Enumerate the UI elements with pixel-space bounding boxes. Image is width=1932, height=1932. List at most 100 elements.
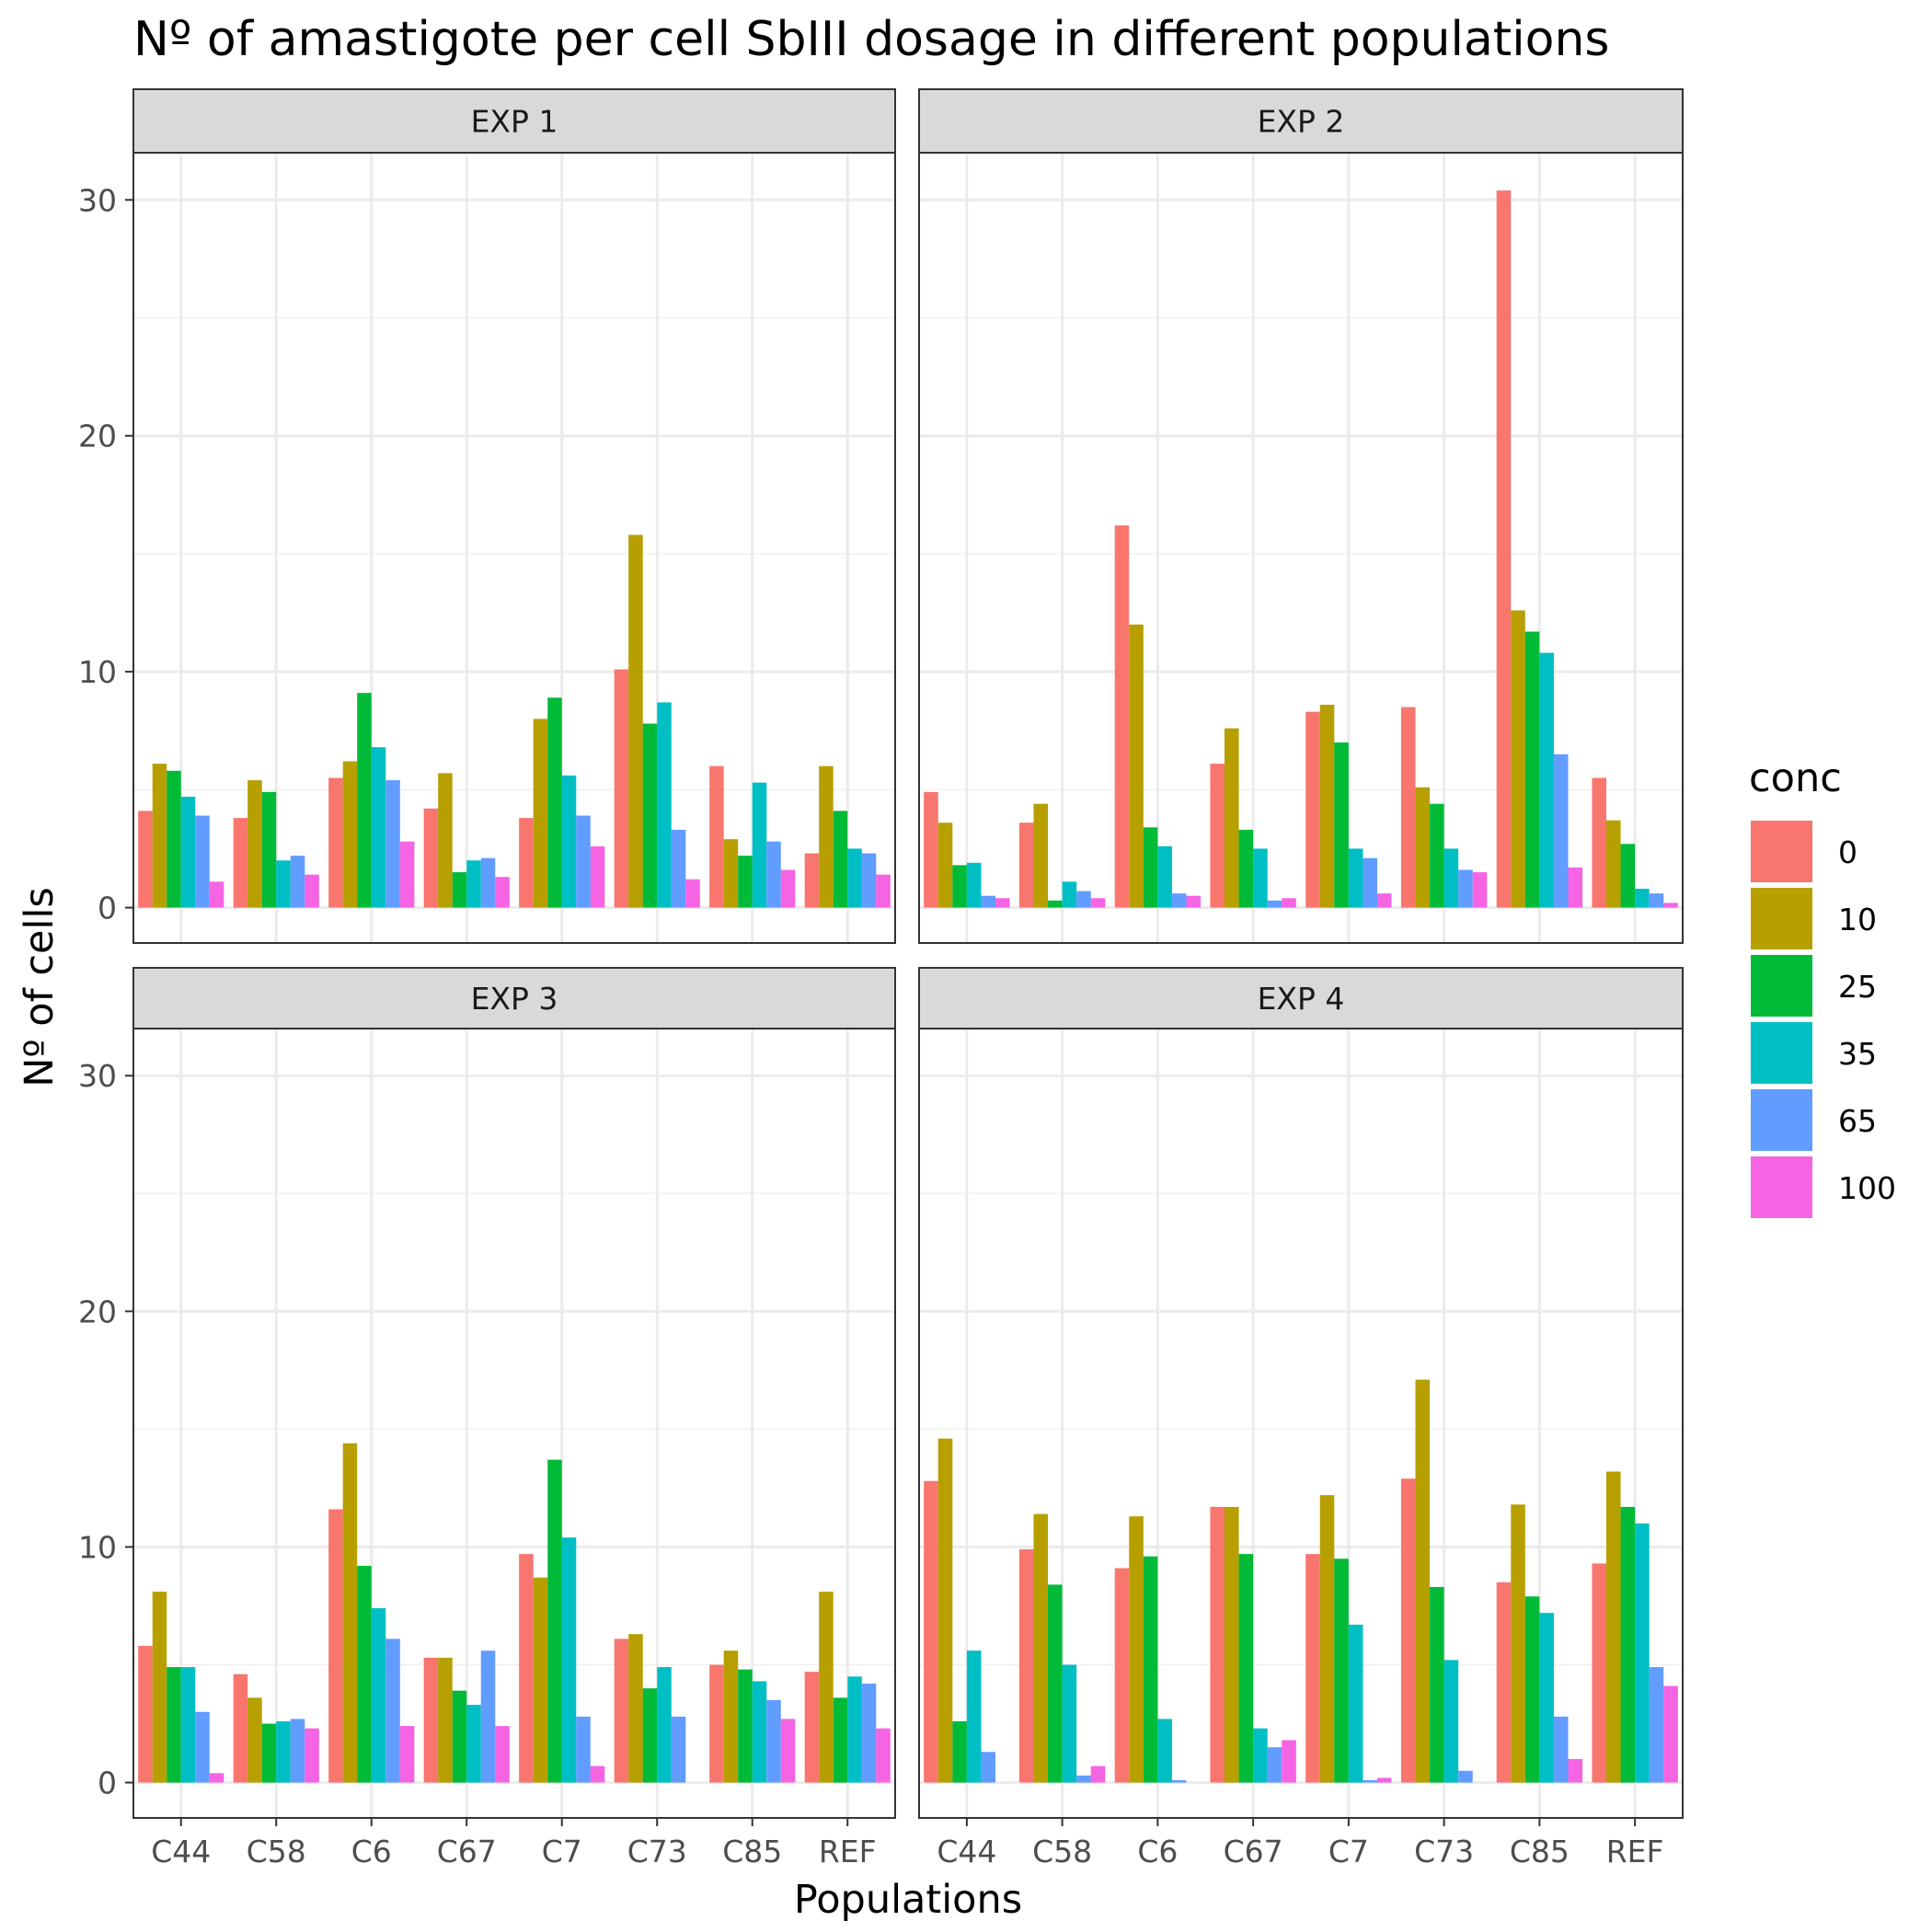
x-tick-label: C67 (1224, 1834, 1283, 1869)
bar-ref-conc-100 (1663, 903, 1678, 908)
bar-c6-conc-65 (1171, 893, 1187, 908)
x-tick-label: C6 (351, 1834, 392, 1869)
legend-label-100: 100 (1838, 1170, 1896, 1206)
x-tick-label: C7 (542, 1834, 582, 1869)
bar-ref-conc-25 (1620, 1506, 1636, 1783)
x-tick-label: C73 (627, 1834, 687, 1869)
bar-c7-conc-100 (1377, 1777, 1392, 1783)
facet-strip (918, 88, 1684, 154)
bar-c7-conc-25 (1334, 742, 1349, 908)
bar-c73-conc-100 (1472, 872, 1488, 908)
bar-c85-conc-0 (709, 1664, 724, 1783)
bar-c44-conc-35 (180, 1667, 196, 1783)
bar-c7-conc-25 (547, 1459, 562, 1783)
facet-strip (132, 88, 896, 154)
bar-c67-conc-65 (480, 1650, 496, 1783)
bar-c7-conc-0 (1305, 1554, 1320, 1783)
bar-c58-conc-35 (1062, 1664, 1077, 1783)
bar-c85-conc-10 (723, 1650, 739, 1783)
bar-c73-conc-25 (642, 723, 658, 908)
x-tick-label: C6 (1137, 1834, 1178, 1869)
bar-ref-conc-35 (1635, 1523, 1650, 1783)
bar-c44-conc-35 (966, 1650, 982, 1783)
bar-c67-conc-35 (466, 860, 481, 908)
bar-c58-conc-25 (261, 1723, 277, 1783)
bar-ref-conc-65 (1649, 893, 1664, 908)
bar-c44-conc-100 (209, 881, 224, 908)
bar-c73-conc-25 (642, 1688, 658, 1783)
bar-ref-conc-10 (1606, 820, 1621, 908)
y-tick-label: 0 (98, 891, 117, 926)
bar-c58-conc-65 (290, 1719, 305, 1783)
bar-c6-conc-10 (342, 1443, 358, 1783)
bar-c6-conc-0 (1114, 1568, 1130, 1783)
bar-c73-conc-10 (628, 535, 643, 908)
bar-c44-conc-25 (167, 770, 181, 908)
bar-c85-conc-100 (780, 869, 796, 908)
bar-c7-conc-10 (1319, 705, 1335, 908)
bar-c7-conc-35 (1348, 848, 1363, 908)
bar-c85-conc-100 (1568, 1758, 1583, 1783)
facet-strip (918, 967, 1684, 1029)
bar-c67-conc-25 (452, 872, 467, 908)
y-tick-label: 20 (78, 419, 117, 454)
bar-c67-conc-10 (438, 1657, 453, 1783)
bar-c44-conc-10 (152, 764, 167, 908)
bar-c58-conc-0 (1018, 822, 1034, 908)
bar-ref-conc-100 (876, 874, 891, 908)
bar-ref-conc-100 (876, 1728, 891, 1783)
bar-c73-conc-35 (657, 702, 672, 908)
bar-c44-conc-0 (138, 811, 153, 908)
bar-c6-conc-100 (399, 841, 415, 908)
bar-c7-conc-100 (1377, 893, 1392, 908)
y-tick-label: 10 (78, 654, 117, 690)
bar-c67-conc-35 (466, 1705, 481, 1783)
bar-c44-conc-25 (952, 1720, 967, 1783)
bar-c85-conc-100 (780, 1719, 796, 1783)
bar-c67-conc-100 (495, 1726, 510, 1783)
legend-key-65 (1751, 1089, 1812, 1151)
bar-c44-conc-65 (195, 815, 210, 908)
bar-c6-conc-35 (1157, 1719, 1172, 1783)
bar-ref-conc-25 (833, 1697, 848, 1783)
bar-c6-conc-35 (1157, 845, 1172, 908)
bar-ref-conc-10 (1606, 1471, 1621, 1783)
bar-c85-conc-65 (766, 1699, 781, 1783)
bar-ref-conc-35 (1635, 889, 1650, 908)
bar-c58-conc-0 (233, 818, 248, 908)
x-tick-label: REF (1606, 1834, 1664, 1869)
bar-ref-conc-35 (847, 1676, 862, 1783)
bar-c6-conc-35 (371, 747, 386, 908)
bar-c73-conc-35 (1443, 1660, 1459, 1783)
bar-c67-conc-0 (423, 1657, 439, 1783)
bar-c44-conc-10 (937, 1438, 953, 1783)
bar-ref-conc-10 (819, 1592, 834, 1783)
panels: EXP 1 0 10 20 30 EXP 2 EXP 3 0 10 20 30 C44 C58 C6 C67… (78, 88, 1684, 1869)
bar-c6-conc-0 (328, 1509, 343, 1783)
bar-c85-conc-0 (1496, 190, 1512, 908)
bar-c73-conc-25 (1430, 1587, 1444, 1783)
facet-strip-label: EXP 2 (1258, 104, 1345, 140)
bar-c67-conc-35 (1253, 1728, 1268, 1783)
x-tick-label: C67 (437, 1834, 497, 1869)
bar-c85-conc-0 (1496, 1581, 1512, 1783)
bar-c7-conc-35 (561, 1537, 577, 1783)
bar-c67-conc-25 (452, 1690, 467, 1783)
bar-ref-conc-25 (1620, 844, 1636, 908)
bar-c58-conc-65 (290, 856, 305, 908)
legend-label-35: 35 (1838, 1036, 1877, 1072)
bar-c85-conc-0 (709, 765, 724, 908)
bar-ref-conc-35 (847, 848, 862, 908)
bar-c58-conc-35 (276, 1720, 291, 1783)
bar-c73-conc-65 (1458, 869, 1473, 908)
bar-c58-conc-35 (276, 860, 291, 908)
facet-strip-label: EXP 1 (471, 104, 558, 140)
bar-c58-conc-65 (1076, 1775, 1091, 1783)
bar-c58-conc-100 (1090, 898, 1106, 908)
bar-c73-conc-65 (1458, 1770, 1473, 1783)
bar-ref-conc-0 (1592, 1563, 1606, 1783)
bar-c67-conc-10 (438, 773, 453, 908)
bar-c67-conc-65 (1267, 1747, 1282, 1783)
bar-c44-conc-25 (952, 865, 967, 908)
bar-c6-conc-65 (385, 1639, 400, 1783)
